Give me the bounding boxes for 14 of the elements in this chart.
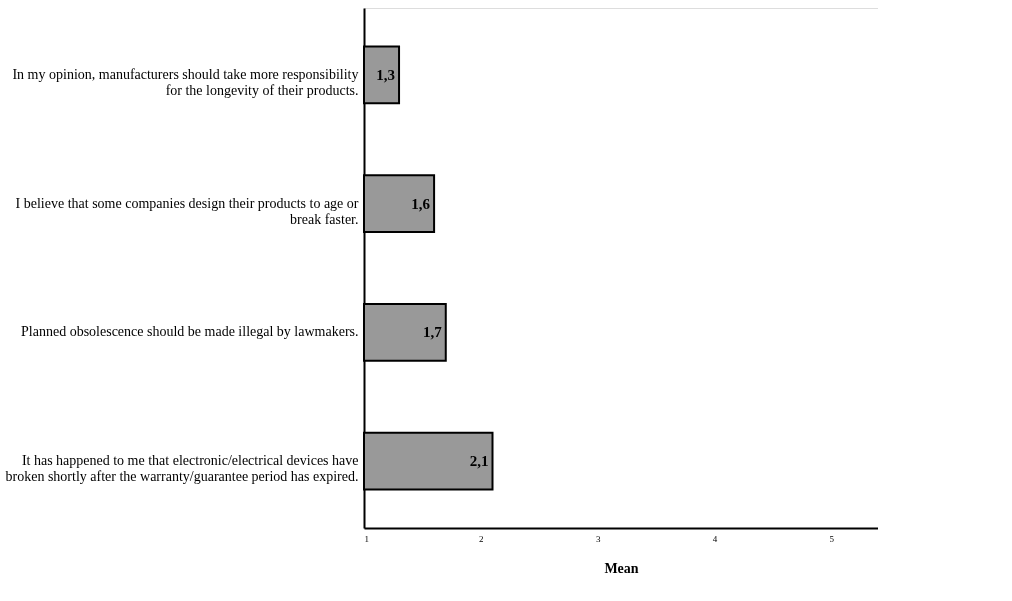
x-tick-label: 5 [829, 533, 835, 544]
y-tick-label: Planned obsolescence should be made illegal by lawmakers. [21, 324, 359, 340]
data-label: 1,6 [411, 195, 431, 212]
y-tick-label: I believe that some companies design their products to age or break faster. [15, 195, 359, 227]
x-tick-label: 3 [595, 533, 601, 544]
data-label: 1,7 [423, 324, 443, 341]
x-tick-label: 2 [479, 533, 484, 544]
x-axis-title: Mean [604, 560, 639, 576]
y-tick-label: In my opinion, manufacturers should take more responsibility for the longevity of their products. [12, 66, 359, 98]
x-tick-label: 4 [712, 533, 718, 544]
data-label: 1,3 [376, 66, 396, 83]
data-label: 2,1 [469, 453, 489, 470]
x-tick-label: 1 [364, 533, 369, 544]
y-tick-label: It has happened to me that electronic/electrical devices have broken shortly after the warranty/guarantee period has expired. [5, 453, 359, 485]
